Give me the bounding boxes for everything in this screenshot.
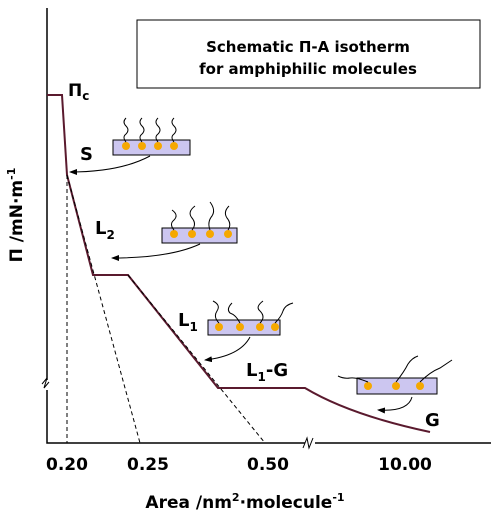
x-tick-label: 0.50 <box>247 455 289 475</box>
title-line: Schematic Π-A isotherm <box>206 38 410 56</box>
title-line: for amphiphilic molecules <box>199 60 417 78</box>
x-tick-label: 0.25 <box>127 455 169 475</box>
axes <box>41 8 491 450</box>
phase-label: L1 <box>178 310 198 334</box>
phase-label: S <box>80 144 93 165</box>
isotherm-curve <box>47 94 431 433</box>
phase-label: L1-G <box>246 360 288 384</box>
extrapolation-lines <box>66 174 266 444</box>
x-tick-label: 10.00 <box>378 455 432 475</box>
phase-label: G <box>425 410 440 431</box>
phase-label: L2 <box>95 218 115 242</box>
molecule-sketches <box>69 117 453 414</box>
x-axis-label: Area /nm2·molecule-1 <box>145 491 344 513</box>
title-box <box>136 19 481 89</box>
y-axis-label: Π /mN·m-1 <box>5 168 27 263</box>
x-tick-label: 0.20 <box>46 455 88 475</box>
collapse-pressure: Πc <box>68 81 89 103</box>
